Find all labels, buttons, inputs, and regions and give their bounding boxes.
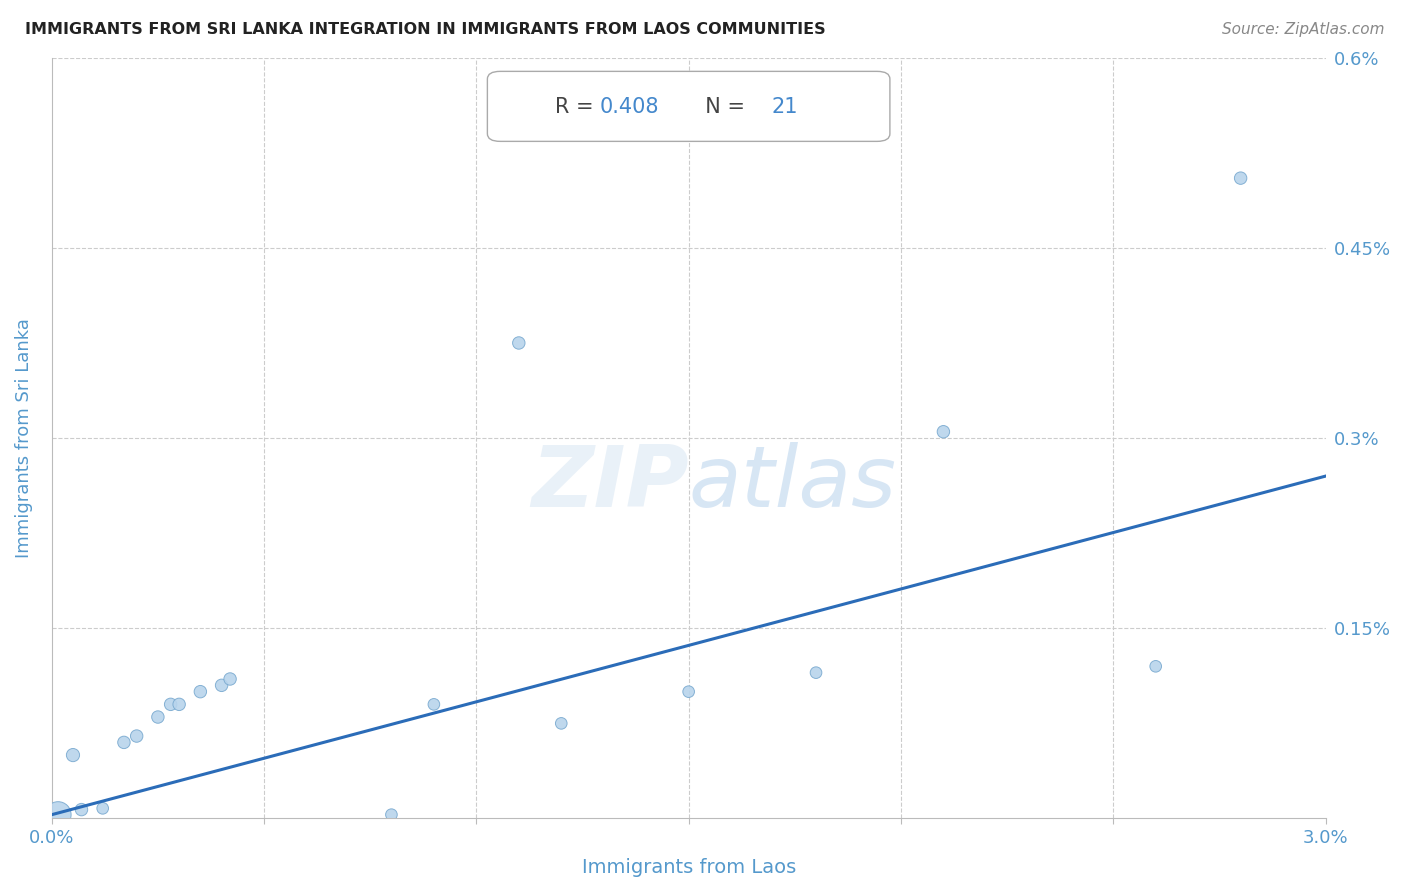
Point	[380, 807, 402, 822]
Text: atlas: atlas	[689, 442, 897, 525]
Point	[146, 710, 169, 724]
Text: 0.408: 0.408	[599, 97, 659, 117]
Text: N =: N =	[693, 97, 752, 117]
Point	[211, 678, 233, 692]
Point	[1144, 659, 1167, 673]
FancyBboxPatch shape	[488, 71, 890, 141]
Point	[932, 425, 955, 439]
Point	[219, 672, 242, 686]
Point	[1229, 171, 1251, 186]
Point	[159, 698, 181, 712]
Point	[125, 729, 148, 743]
Point	[508, 336, 530, 351]
Text: IMMIGRANTS FROM SRI LANKA INTEGRATION IN IMMIGRANTS FROM LAOS COMMUNITIES: IMMIGRANTS FROM SRI LANKA INTEGRATION IN…	[25, 22, 825, 37]
Point	[550, 716, 572, 731]
Point	[112, 735, 135, 749]
Point	[423, 698, 446, 712]
Point	[91, 801, 114, 815]
Text: R =: R =	[555, 97, 600, 117]
Point	[62, 747, 84, 762]
Y-axis label: Immigrants from Sri Lanka: Immigrants from Sri Lanka	[15, 318, 32, 558]
Text: 21: 21	[772, 97, 799, 117]
Point	[46, 807, 69, 822]
Point	[190, 684, 212, 698]
Point	[804, 665, 827, 680]
Text: Source: ZipAtlas.com: Source: ZipAtlas.com	[1222, 22, 1385, 37]
X-axis label: Immigrants from Laos: Immigrants from Laos	[582, 858, 796, 877]
Text: ZIP: ZIP	[531, 442, 689, 525]
Point	[678, 684, 700, 698]
Point	[70, 803, 93, 817]
Point	[167, 698, 190, 712]
